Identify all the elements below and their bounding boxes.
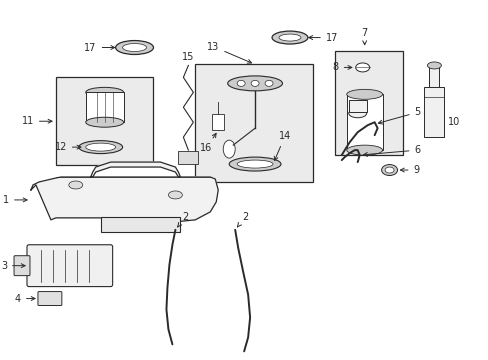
Ellipse shape <box>227 76 282 91</box>
Bar <box>195 64 312 182</box>
Bar <box>56 77 153 165</box>
Ellipse shape <box>427 62 441 69</box>
Text: 14: 14 <box>274 131 290 161</box>
Bar <box>346 94 382 150</box>
Ellipse shape <box>271 31 307 44</box>
Ellipse shape <box>346 145 382 155</box>
Ellipse shape <box>85 87 123 97</box>
Text: 16: 16 <box>200 134 216 153</box>
Text: 2: 2 <box>177 212 188 227</box>
Bar <box>85 92 123 122</box>
Ellipse shape <box>229 157 281 171</box>
Text: 5: 5 <box>378 107 420 124</box>
Text: 9: 9 <box>400 165 419 175</box>
Bar <box>334 50 402 155</box>
Bar <box>212 114 224 130</box>
FancyBboxPatch shape <box>38 292 61 306</box>
Text: 17: 17 <box>84 42 115 53</box>
FancyBboxPatch shape <box>14 256 30 276</box>
Ellipse shape <box>251 80 259 86</box>
Ellipse shape <box>223 140 235 158</box>
Text: 3: 3 <box>1 261 25 271</box>
Ellipse shape <box>168 191 182 199</box>
Ellipse shape <box>264 80 272 86</box>
Ellipse shape <box>69 181 82 189</box>
Bar <box>348 100 366 112</box>
Text: 13: 13 <box>207 41 251 63</box>
Ellipse shape <box>237 80 244 86</box>
Ellipse shape <box>85 143 115 151</box>
Ellipse shape <box>85 117 123 127</box>
Text: 2: 2 <box>237 212 248 227</box>
Ellipse shape <box>346 89 382 99</box>
Text: 8: 8 <box>332 62 351 72</box>
Text: 17: 17 <box>308 32 338 42</box>
Text: 10: 10 <box>447 117 460 127</box>
Ellipse shape <box>279 34 300 41</box>
Text: 4: 4 <box>15 293 35 303</box>
Ellipse shape <box>348 109 366 118</box>
Ellipse shape <box>122 44 146 51</box>
FancyBboxPatch shape <box>27 245 112 287</box>
Bar <box>428 66 439 87</box>
Ellipse shape <box>385 167 393 173</box>
Ellipse shape <box>355 63 369 72</box>
Text: 12: 12 <box>54 142 81 152</box>
Bar <box>101 217 180 232</box>
Ellipse shape <box>381 165 397 176</box>
Text: 7: 7 <box>361 28 367 45</box>
Text: 6: 6 <box>363 145 420 156</box>
Ellipse shape <box>237 160 272 168</box>
Text: 11: 11 <box>21 116 52 126</box>
Ellipse shape <box>115 41 153 54</box>
Polygon shape <box>31 177 218 227</box>
Ellipse shape <box>79 141 122 154</box>
Text: 1: 1 <box>3 195 27 205</box>
Bar <box>424 87 444 137</box>
Polygon shape <box>91 162 180 177</box>
Bar <box>178 151 198 164</box>
Text: 15: 15 <box>182 53 194 62</box>
